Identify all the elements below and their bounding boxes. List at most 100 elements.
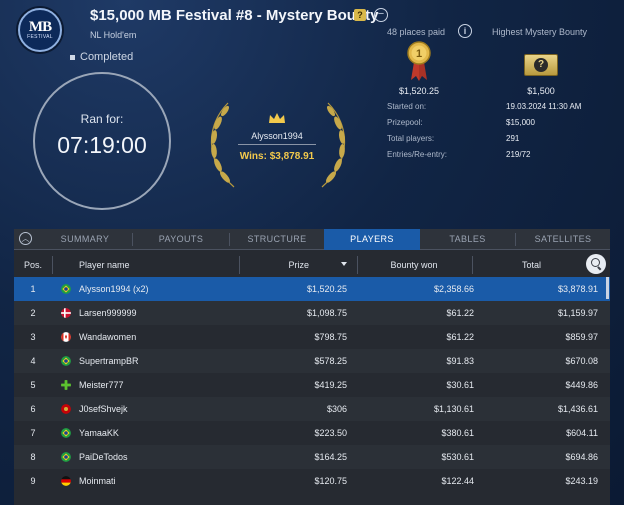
col-total[interactable]: Total [521,260,541,270]
tab-separator [515,233,516,246]
first-place-medal-icon: 1 [407,41,431,81]
timer-circle [33,72,171,210]
table-row[interactable]: 1 Alysson1994 (x2) $1,520.25 $2,358.66 $… [14,277,610,301]
row-prize: $164.25 [314,452,347,462]
col-bounty-won[interactable]: Bounty won [390,260,438,270]
row-pos: 3 [30,332,36,342]
prizepool-value: $15,000 [506,118,535,127]
mystery-bounty-icon: ? [524,54,558,76]
table-row[interactable]: 9 Moinmati $120.75 $122.44 $243.19 [14,469,610,493]
row-prize: $120.75 [314,476,347,486]
row-player-name[interactable]: PaiDeTodos [79,452,128,462]
tab-separator [229,233,230,246]
status-text: Completed [70,51,133,63]
table-row[interactable]: 6 J0sefShvejk $306 $1,130.61 $1,436.61 [14,397,610,421]
tab-satellites[interactable]: SATELLITES [534,234,592,244]
row-total: $694.86 [565,452,598,462]
tab-structure[interactable]: STRUCTURE [247,234,307,244]
row-prize: $1,098.75 [306,308,347,318]
table-row[interactable]: 7 YamaaKK $223.50 $380.61 $604.11 [14,421,610,445]
sort-desc-icon[interactable] [341,262,347,266]
highest-bounty-label: Highest Mystery Bounty [492,27,588,37]
ran-for-value: 07:19:00 [57,132,147,158]
row-player-name[interactable]: Meister777 [79,380,124,390]
row-player-name[interactable]: Larsen999999 [79,308,137,318]
tab-bar [14,229,610,250]
row-player-name[interactable]: J0sefShvejk [79,404,128,414]
col-pos[interactable]: Pos. [23,260,42,270]
logo-text: MB [28,19,52,35]
row-prize: $419.25 [314,380,347,390]
row-bounty: $91.83 [446,356,474,366]
svg-text:1: 1 [416,48,422,60]
total-players-value: 291 [506,134,520,143]
row-bounty: $61.22 [446,308,474,318]
crown-icon [269,113,285,123]
denmark-flag-icon [61,308,71,318]
row-prize: $798.75 [314,332,347,342]
brazil-flag-icon [61,284,71,294]
row-player-name[interactable]: Alysson1994 (x2) [79,284,149,294]
tab-payouts[interactable]: PAYOUTS [158,234,204,244]
row-total: $3,878.91 [557,284,598,294]
row-pos: 1 [30,284,36,294]
highest-bounty-value: $1,500 [527,86,555,96]
row-player-name[interactable]: SupertrampBR [79,356,139,366]
col-prize[interactable]: Prize [288,260,309,270]
row-player-name[interactable]: Wandawomen [79,332,137,342]
brazil-flag-icon [61,356,71,366]
tab-players[interactable]: PLAYERS [324,229,420,250]
row-pos: 5 [30,380,36,390]
table-row[interactable]: 8 PaiDeTodos $164.25 $530.61 $694.86 [14,445,610,469]
row-pos: 2 [30,308,36,318]
brazil-flag-icon [61,452,71,462]
row-prize: $578.25 [314,356,347,366]
row-player-name[interactable]: YamaaKK [79,428,119,438]
germany-flag-icon [61,476,71,486]
row-pos: 8 [30,452,36,462]
table-row[interactable]: 3 Wandawomen $798.75 $61.22 $859.97 [14,325,610,349]
row-bounty: $2,358.66 [433,284,474,294]
col-separator [472,256,473,274]
tab-separator [132,233,133,246]
ran-for-label: Ran for: [80,112,124,126]
laurel-wreath-icon [210,102,346,188]
row-pos: 9 [30,476,36,486]
table-row[interactable]: 4 SupertrampBR $578.25 $91.83 $670.08 [14,349,610,373]
mystery-badge-icon: ? [354,9,366,21]
started-on-label: Started on: [387,102,427,111]
collapse-up-icon[interactable]: ︿ [19,232,32,245]
row-total: $1,159.97 [557,308,598,318]
row-total: $243.19 [565,476,598,486]
tab-tables[interactable]: TABLES [449,234,486,244]
tab-summary[interactable]: SUMMARY [60,234,110,244]
brazil-flag-icon [61,428,71,438]
montenegro-flag-icon [61,404,71,414]
col-player-name[interactable]: Player name [79,260,130,270]
row-pos: 4 [30,356,36,366]
winner-name: Alysson1994 [251,131,303,141]
row-total: $670.08 [565,356,598,366]
row-pos: 7 [30,428,36,438]
col-separator [239,256,240,274]
row-prize: $1,520.25 [306,284,347,294]
row-bounty: $61.22 [446,332,474,342]
row-bounty: $30.61 [446,380,474,390]
row-player-name[interactable]: Moinmati [79,476,116,486]
game-type: NL Hold'em [90,30,137,40]
minimize-icon[interactable]: − [374,8,388,22]
logo-subtext: FESTIVAL [27,34,53,40]
table-row[interactable]: 5 Meister777 $419.25 $30.61 $449.86 [14,373,610,397]
entries-value: 219/72 [506,150,531,159]
status-label: Completed [80,51,134,63]
search-icon[interactable] [586,254,606,274]
mb-festival-logo: MB FESTIVAL [18,8,62,52]
row-bounty: $1,130.61 [433,404,474,414]
row-total: $859.97 [565,332,598,342]
winner-wins: Wins: $3,878.91 [239,151,315,162]
prizepool-label: Prizepool: [387,118,423,127]
table-row[interactable]: 2 Larsen999999 $1,098.75 $61.22 $1,159.9… [14,301,610,325]
scrollbar-thumb[interactable] [606,277,609,299]
info-icon[interactable]: i [458,24,472,38]
tournament-title: $15,000 MB Festival #8 - Mystery Bounty [90,7,379,24]
